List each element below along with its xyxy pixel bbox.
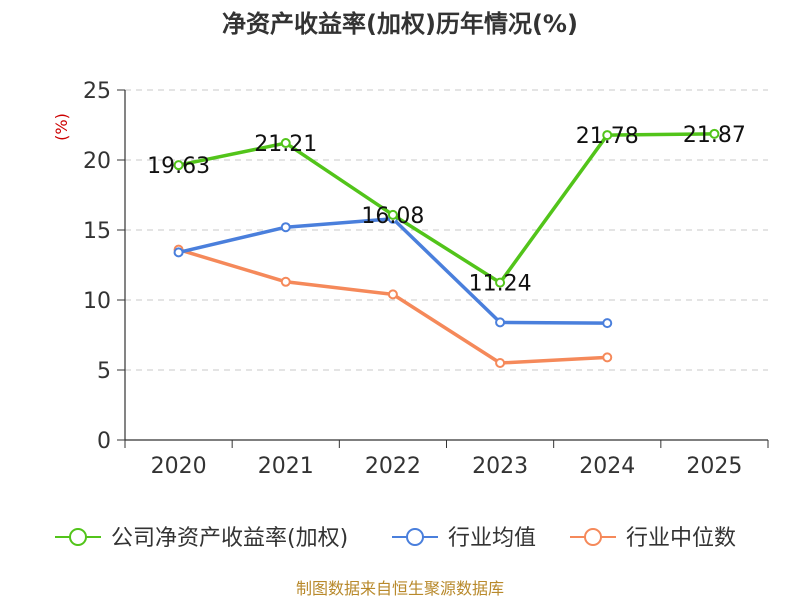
legend-item-2[interactable]: 行业中位数 — [570, 526, 736, 551]
legend[interactable]: 公司净资产收益率(加权) 行业均值 行业中位数 — [55, 526, 736, 551]
data-source: 制图数据来自恒生聚源数据库 — [296, 579, 504, 598]
data-point — [495, 317, 506, 328]
y-tick-label: 25 — [83, 79, 111, 104]
series-line-0 — [176, 132, 717, 285]
legend-item-1[interactable]: 行业均值 — [392, 526, 536, 551]
legend-item-0[interactable]: 公司净资产收益率(加权) — [55, 526, 348, 551]
data-point — [280, 222, 291, 233]
data-label: 11.24 — [469, 272, 532, 297]
data-point — [495, 358, 506, 368]
series-layer — [173, 128, 720, 368]
legend-marker — [406, 528, 424, 546]
data-point — [173, 247, 184, 258]
legend-label: 公司净资产收益率(加权) — [111, 526, 348, 551]
legend-label: 行业中位数 — [626, 526, 736, 551]
data-labels: 19.63 21.21 16.08 11.24 21.78 21.87 — [147, 123, 746, 297]
series-line-1 — [176, 217, 609, 325]
data-point — [602, 130, 613, 141]
y-tick-label: 15 — [83, 219, 111, 244]
y-tick-label: 20 — [83, 149, 111, 174]
legend-label: 行业均值 — [448, 526, 536, 551]
data-label: 19.63 — [147, 154, 210, 179]
data-label: 21.21 — [254, 132, 317, 157]
chart-title: 净资产收益率(加权)历年情况(%) — [222, 10, 578, 38]
data-point — [602, 352, 613, 363]
y-tick-label: 5 — [97, 359, 111, 384]
axes — [117, 89, 769, 448]
data-point — [387, 209, 398, 220]
x-tick-label: 2024 — [579, 454, 635, 479]
y-tick-labels: 0 5 10 15 20 25 — [83, 79, 111, 454]
data-point — [709, 128, 720, 139]
data-label: 21.78 — [576, 124, 639, 149]
x-tick-label: 2025 — [686, 454, 742, 479]
data-point — [173, 160, 184, 171]
x-tick-label: 2020 — [151, 454, 207, 479]
legend-marker — [584, 528, 602, 546]
x-tick-labels: 2020 2021 2022 2023 2024 2025 — [151, 454, 743, 479]
data-point — [387, 289, 398, 300]
data-label: 21.87 — [683, 123, 746, 148]
y-tick-label: 0 — [97, 429, 111, 454]
x-tick-label: 2021 — [258, 454, 314, 479]
data-point — [280, 276, 291, 287]
x-tick-label: 2022 — [365, 454, 421, 479]
data-point — [602, 318, 613, 329]
data-point — [495, 277, 506, 288]
data-label: 16.08 — [361, 204, 424, 229]
x-tick-label: 2023 — [472, 454, 528, 479]
y-tick-label: 10 — [83, 289, 111, 314]
legend-marker — [69, 528, 87, 546]
y-axis-unit: (%) — [52, 113, 71, 141]
grid-lines — [125, 89, 768, 371]
data-point — [280, 138, 291, 149]
series-line-2 — [176, 247, 609, 365]
